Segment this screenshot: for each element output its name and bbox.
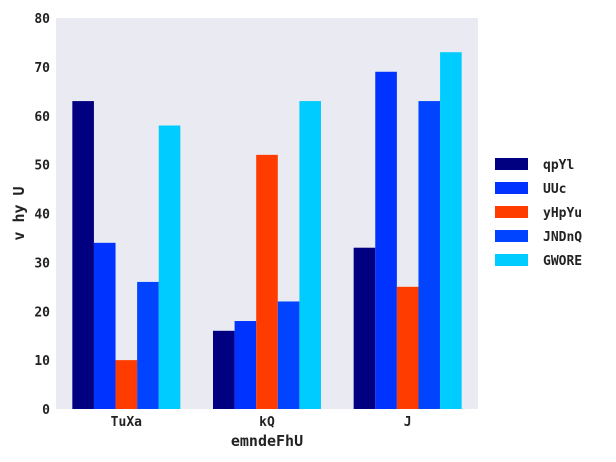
- bar-yHpYu-TuXa: [115, 360, 138, 409]
- x-tick-label: kQ: [259, 415, 275, 430]
- x-axis-ticks: TuXa kQ J: [111, 415, 412, 430]
- y-tick-label: 0: [42, 403, 50, 418]
- legend-label-JNDnQ: JNDnQ: [543, 230, 582, 245]
- x-axis-label: emndeFhU: [231, 432, 303, 450]
- bar-qpYl-J: [353, 247, 376, 409]
- bar-yHpYu-kQ: [256, 154, 278, 409]
- legend-label-GWORE: GWORE: [543, 254, 582, 269]
- bar-UUc-kQ: [234, 321, 257, 409]
- x-tick-label: J: [404, 415, 412, 430]
- y-tick-label: 80: [34, 12, 50, 27]
- legend-label-yHpYu: yHpYu: [543, 206, 582, 221]
- bar-GWORE-J: [440, 52, 462, 410]
- legend-swatch-qpYl: [495, 158, 528, 170]
- bar-JNDnQ-J: [418, 101, 441, 410]
- y-tick-label: 40: [34, 208, 50, 223]
- bars-group: [72, 52, 462, 410]
- bar-yHpYu-J: [396, 286, 419, 409]
- y-tick-label: 30: [34, 256, 50, 271]
- bar-UUc-TuXa: [93, 242, 116, 409]
- legend-label-UUc: UUc: [543, 182, 566, 197]
- legend-swatch-JNDnQ: [495, 230, 528, 242]
- bar-UUc-J: [375, 71, 397, 409]
- legend-label-qpYl: qpYl: [543, 158, 574, 173]
- bar-JNDnQ-kQ: [277, 301, 300, 409]
- legend-swatch-UUc: [495, 182, 528, 194]
- bar-JNDnQ-TuXa: [137, 281, 159, 409]
- y-tick-label: 70: [34, 61, 50, 76]
- legend-swatch-GWORE: [495, 254, 528, 266]
- y-tick-label: 60: [34, 110, 50, 125]
- x-tick-label: TuXa: [111, 415, 142, 430]
- y-axis-ticks: 0 10 20 30 40 50 60 70 80: [34, 12, 50, 418]
- bar-qpYl-TuXa: [72, 101, 94, 410]
- y-tick-label: 50: [34, 159, 50, 174]
- bar-qpYl-kQ: [213, 330, 235, 409]
- bar-GWORE-TuXa: [158, 125, 181, 410]
- legend-swatch-yHpYu: [495, 206, 528, 218]
- bar-GWORE-kQ: [299, 101, 321, 410]
- legend: qpYl UUc yHpYu JNDnQ GWORE: [495, 158, 582, 269]
- y-tick-label: 10: [34, 354, 50, 369]
- y-axis-label: v hy U: [10, 186, 28, 240]
- y-tick-label: 20: [34, 305, 50, 320]
